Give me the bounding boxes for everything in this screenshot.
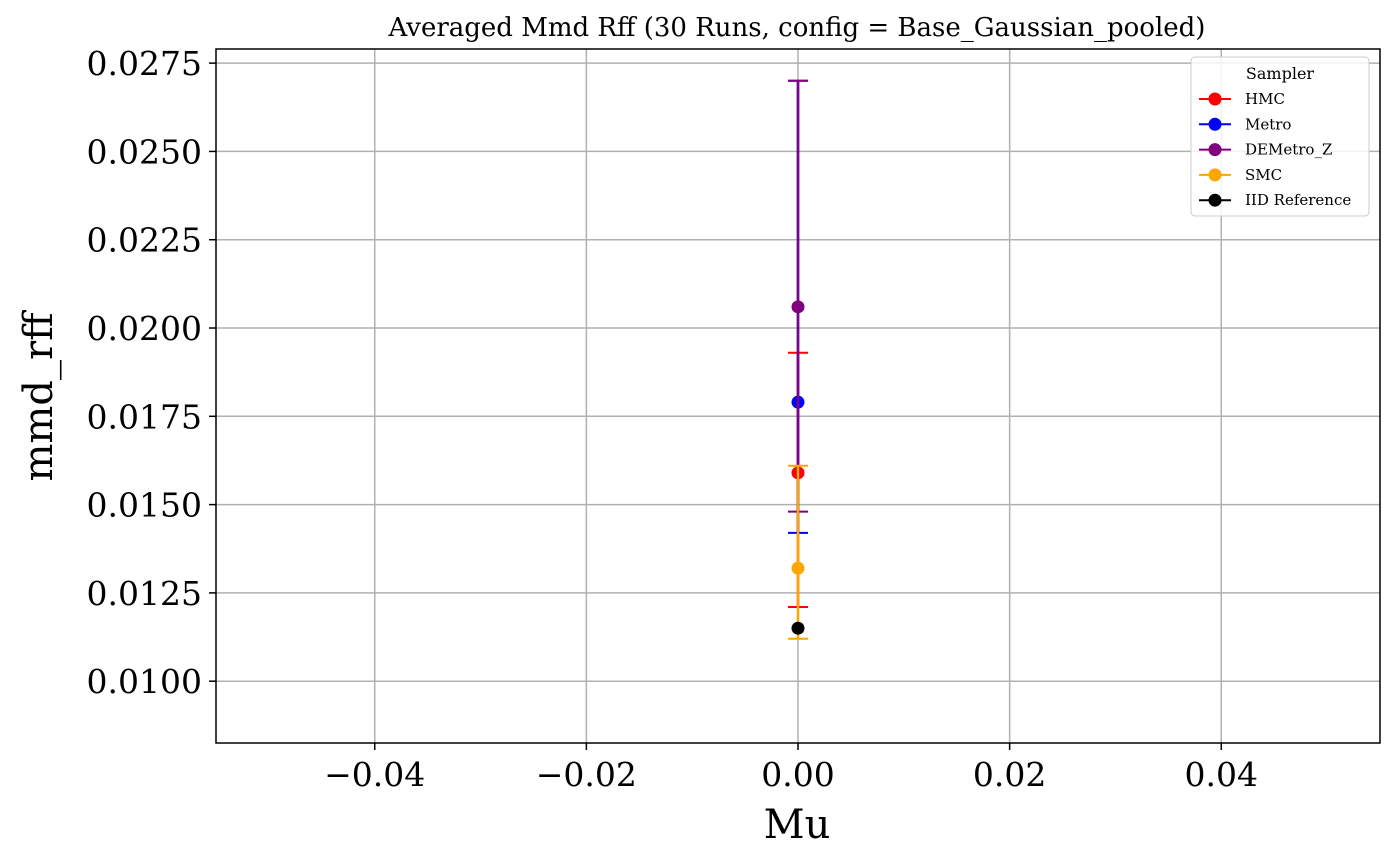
x-axis-ticks: −0.04 −0.02 0.00 0.02 0.04 <box>324 743 1258 794</box>
legend-swatch-marker <box>1208 193 1222 207</box>
legend-label: Metro <box>1245 115 1291 133</box>
legend-label: IID Reference <box>1245 191 1351 209</box>
legend-swatch-marker <box>1208 92 1222 106</box>
y-tick-label: 0.0175 <box>87 397 202 436</box>
data-point <box>791 621 805 635</box>
data-point <box>791 561 805 575</box>
series-smc <box>788 464 808 640</box>
legend-item-smc: SMC <box>1199 166 1282 184</box>
legend-label: DEMetro_Z <box>1245 141 1332 159</box>
legend-swatch-marker <box>1208 143 1222 157</box>
x-tick-label: −0.02 <box>536 755 637 794</box>
data-point <box>791 300 805 314</box>
y-axis-label: mmd_rff <box>16 310 62 482</box>
y-tick-label: 0.0275 <box>87 44 202 83</box>
legend-swatch-marker <box>1208 168 1222 182</box>
y-tick-label: 0.0100 <box>87 662 202 701</box>
x-tick-label: 0.04 <box>1185 755 1258 794</box>
legend-box <box>1190 56 1370 217</box>
y-tick-label: 0.0200 <box>87 309 202 348</box>
legend: Sampler HMC Metro DEMetro_Z SMC IID Reference <box>1190 56 1370 217</box>
x-tick-label: 0.00 <box>761 755 834 794</box>
y-tick-label: 0.0225 <box>87 221 202 260</box>
legend-item-iid-reference: IID Reference <box>1199 191 1351 209</box>
legend-label: HMC <box>1245 90 1285 108</box>
x-axis-label: Mu <box>764 802 831 848</box>
y-tick-label: 0.0125 <box>87 574 202 613</box>
x-tick-label: −0.04 <box>324 755 425 794</box>
legend-item-demetro-z: DEMetro_Z <box>1199 141 1332 159</box>
chart-title: Averaged Mmd Rff (30 Runs, config = Base… <box>388 13 1206 43</box>
legend-item-hmc: HMC <box>1199 90 1285 108</box>
legend-title: Sampler <box>1246 64 1315 83</box>
series-layer <box>788 79 808 640</box>
series-demetro-z <box>788 79 808 513</box>
series-iid-reference <box>791 621 805 635</box>
y-axis-ticks: 0.0100 0.0125 0.0150 0.0175 0.0200 0.0225 0.02… <box>87 44 216 701</box>
legend-swatch-marker <box>1208 117 1222 131</box>
x-tick-label: 0.02 <box>973 755 1046 794</box>
legend-item-metro: Metro <box>1199 115 1291 133</box>
y-tick-label: 0.0250 <box>87 132 202 171</box>
y-tick-label: 0.0150 <box>87 486 202 525</box>
legend-label: SMC <box>1245 166 1282 184</box>
